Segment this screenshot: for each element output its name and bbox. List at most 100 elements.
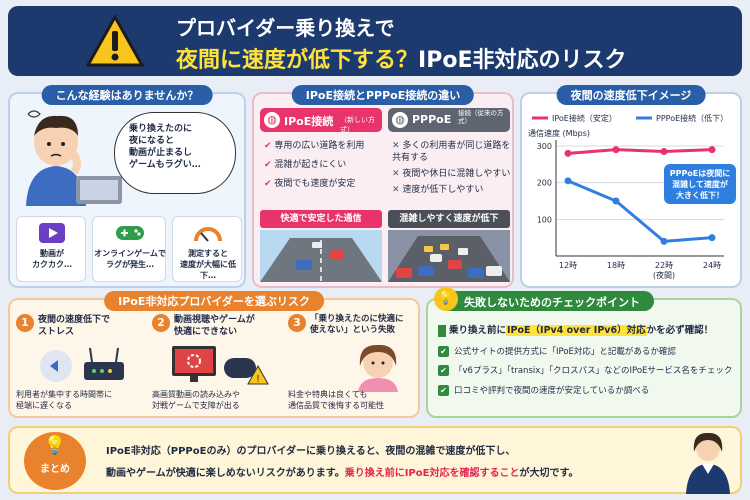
chart-panel: 夜間の速度低下イメージ IPoE接続（安定） PPPoE接続（低下） 通信速度 (M…: [520, 85, 742, 288]
ipoe-point: ✔ 専用の広い道路を利用: [264, 141, 365, 151]
data-point: [708, 234, 716, 242]
lightbulb-icon: 💡: [43, 435, 67, 456]
experience-card-game: オンラインゲームで ラグが発生…: [92, 216, 166, 282]
data-point: [612, 146, 620, 154]
worried-woman-illustration: [358, 344, 398, 392]
checklist-item: ✔ 口コミや評判で夜間の速度が安定しているか調べる: [438, 384, 740, 397]
y-tick-label: 200: [537, 179, 552, 188]
x-tick-label: 22時: [655, 261, 673, 270]
risk-title: 動画視聴やゲームが 快適にできない: [174, 315, 255, 338]
x-tick-label: 12時: [559, 261, 577, 270]
ipoe-sub: （新しい方式）: [340, 116, 375, 134]
legend-label: IPoE接続（安定）: [552, 113, 617, 123]
checkbox-icon: ✔: [438, 365, 449, 377]
risk-item-2: 2 動画視聴やゲームが 快適にできない ! 高画質動画の読み込みや 対戦ゲームで…: [152, 314, 280, 414]
y-tick-label: 100: [537, 215, 552, 224]
experience-title: こんな経験はありませんか？: [41, 85, 213, 105]
data-point: [564, 177, 572, 185]
check-icon: ✔: [264, 160, 272, 171]
summary-panel: 💡 まとめ IPoE非対応（PPPoEのみ）のプロバイダーに乗り換えると、夜間の…: [8, 426, 742, 494]
x-tick-label: 24時: [703, 261, 721, 270]
experience-panel: こんな経験はありませんか？ 乗り換えたのに 夜になると 動画が止まるし ゲームも…: [8, 85, 246, 288]
annotation-text: PPPoEは夜間に: [670, 168, 731, 178]
pppoe-caption: 混雑しやすく速度が低下: [388, 210, 510, 228]
checklist-item: ✔ 「v6プラス」「transix」「クロスパス」などのIPoEサービス名をチェッ…: [438, 365, 740, 377]
risk-title: 夜間の速度低下で ストレス: [38, 315, 111, 338]
risk-number: 3: [288, 314, 306, 332]
pppoe-point: ✕ 多くの利用者が同じ道路を 共有する: [392, 141, 511, 164]
checklist-panel: 💡 失敗しないためのチェックポイント 乗り換え前にIPoE（IPv4 over …: [426, 287, 742, 418]
pppoe-name: PPPoE: [412, 113, 452, 126]
lead-highlight: IPoE（IPv4 over IPv6）対応: [506, 325, 647, 336]
card-label: 測定すると 速度が大幅に低下…: [180, 249, 236, 280]
monitor-gamepad-icon: !: [172, 346, 269, 385]
ipoe-caption: 快適で安定した通信: [260, 210, 382, 228]
data-point: [660, 148, 668, 155]
pppoe-point: ✕ 速度が低下しやすい: [392, 185, 484, 196]
title-line-1: プロバイダー乗り換えで: [176, 16, 395, 40]
warning-icon: [86, 15, 144, 67]
businesswoman-illustration: [686, 432, 730, 494]
risk-desc: 利用者が集中する時間帯に 極端に遅くなる: [16, 390, 112, 410]
risk-desc: 料金や特典は良くても 通信品質で後悔する可能性: [288, 390, 384, 410]
checklist-title: 失敗しないためのチェックポイント: [464, 296, 640, 309]
header-banner: プロバイダー乗り換えで 夜間に速度が低下する？IPoE非対応のリスク: [8, 6, 742, 76]
check-icon: ✔: [264, 141, 272, 151]
worried-man-illustration: [26, 110, 122, 206]
chart-title: 夜間の速度低下イメージ: [556, 85, 706, 105]
ipoe-points: ✔ 専用の広い道路を利用 ✔ 混雑が起きにくい ✔ 夜間でも速度が安定: [264, 140, 384, 190]
compare-title: IPoE接続とPPPoE接続の違い: [291, 85, 475, 105]
ipoe-point: ✔ 混雑が起きにくい: [264, 160, 347, 171]
green-square-icon: [438, 324, 446, 337]
checklist-item: ✔ 公式サイトの提供方式に「IPoE対応」と記載があるか確認: [438, 346, 740, 358]
pppoe-point: ✕ 夜間や休日に混雑しやすい: [392, 169, 511, 180]
check-icon: ✔: [264, 179, 272, 190]
legend-label: PPPoE接続（低下）: [656, 113, 728, 123]
cross-icon: ✕: [392, 169, 400, 180]
cross-icon: ✕: [392, 185, 400, 196]
summary-badge-label: まとめ: [40, 464, 70, 475]
bubble-line: 乗り換えたのに: [129, 124, 193, 134]
card-label: 動画が カクカク…: [32, 249, 72, 269]
summary-highlight: 乗り換え前にIPoE対応を確認すること: [344, 468, 520, 479]
risk-desc: 高画質動画の読み込みや 対戦ゲームで支障が出る: [152, 390, 240, 410]
globe-icon: ◍: [392, 112, 408, 128]
bubble-line: ゲームもラグい…: [129, 160, 201, 171]
x-tick-label: 18時: [607, 261, 625, 270]
cross-icon: ✕: [392, 141, 400, 151]
card-label: オンラインゲームで ラグが発生…: [94, 249, 166, 269]
risk-item-3: 3 「乗り換えたのに快適に 使えない」という失敗 料金や特典は良くても 通信品質…: [288, 314, 416, 414]
risk-number: 1: [16, 314, 34, 332]
compare-panel: IPoE接続とPPPoE接続の違い ◍ IPoE接続 （新しい方式） ✔ 専用の…: [252, 85, 514, 288]
summary-badge: 💡 まとめ: [24, 432, 86, 490]
y-axis-label: 通信速度 (Mbps): [528, 128, 590, 138]
series-line: [567, 179, 713, 243]
checkbox-icon: ✔: [438, 346, 449, 357]
risk-item-1: 1 夜間の速度低下で ストレス 利用者が集中する時間帯に 極端に遅くなる: [16, 314, 144, 414]
gamepad-icon: [116, 226, 144, 240]
svg-text:!: !: [256, 374, 260, 385]
series-line: [567, 148, 713, 155]
title-highlight: 夜間に速度が低下する？: [176, 48, 419, 73]
checklist-title-bar: 💡 失敗しないためのチェックポイント: [434, 287, 654, 311]
risks-panel: IPoE非対応プロバイダーを選ぶリスク 1 夜間の速度低下で ストレス 利用者が…: [8, 291, 420, 418]
title-rest: IPoE非対応のリスク: [418, 48, 627, 73]
risk-number: 2: [152, 314, 170, 332]
summary-line-2: 動画やゲームが快適に楽しめないリスクがあります。乗り換え前にIPoE対応を確認す…: [106, 468, 579, 479]
summary-line-1: IPoE非対応（PPPoEのみ）のプロバイダーに乗り換えると、夜間の混雑で速度が…: [106, 446, 516, 457]
lightbulb-icon: 💡: [434, 287, 458, 311]
annotation-box: [664, 164, 736, 204]
pppoe-sub: 接続（従来の方式）: [458, 109, 504, 125]
data-point: [660, 237, 668, 245]
clear-road-illustration: [260, 230, 382, 282]
experience-card-video: 動画が カクカク…: [16, 216, 86, 282]
speedometer-icon: [194, 227, 222, 242]
bubble-line: 動画が止まるし: [129, 148, 193, 159]
checklist-items: ✔ 公式サイトの提供方式に「IPoE対応」と記載があるか確認 ✔ 「v6プラス」「t…: [438, 346, 740, 397]
congested-road-illustration: [388, 230, 510, 282]
data-point: [612, 197, 620, 205]
pppoe-points: ✕ 多くの利用者が同じ道路を 共有する ✕ 夜間や休日に混雑しやすい ✕ 速度が…: [392, 140, 512, 197]
title-line-2: 夜間に速度が低下する？IPoE非対応のリスク: [176, 42, 626, 74]
risk-title: 「乗り換えたのに快適に 使えない」という失敗: [310, 314, 404, 336]
speed-line-chart: IPoE接続（安定） PPPoE接続（低下） 通信速度 (Mbps) 100 200 30…: [528, 113, 736, 280]
